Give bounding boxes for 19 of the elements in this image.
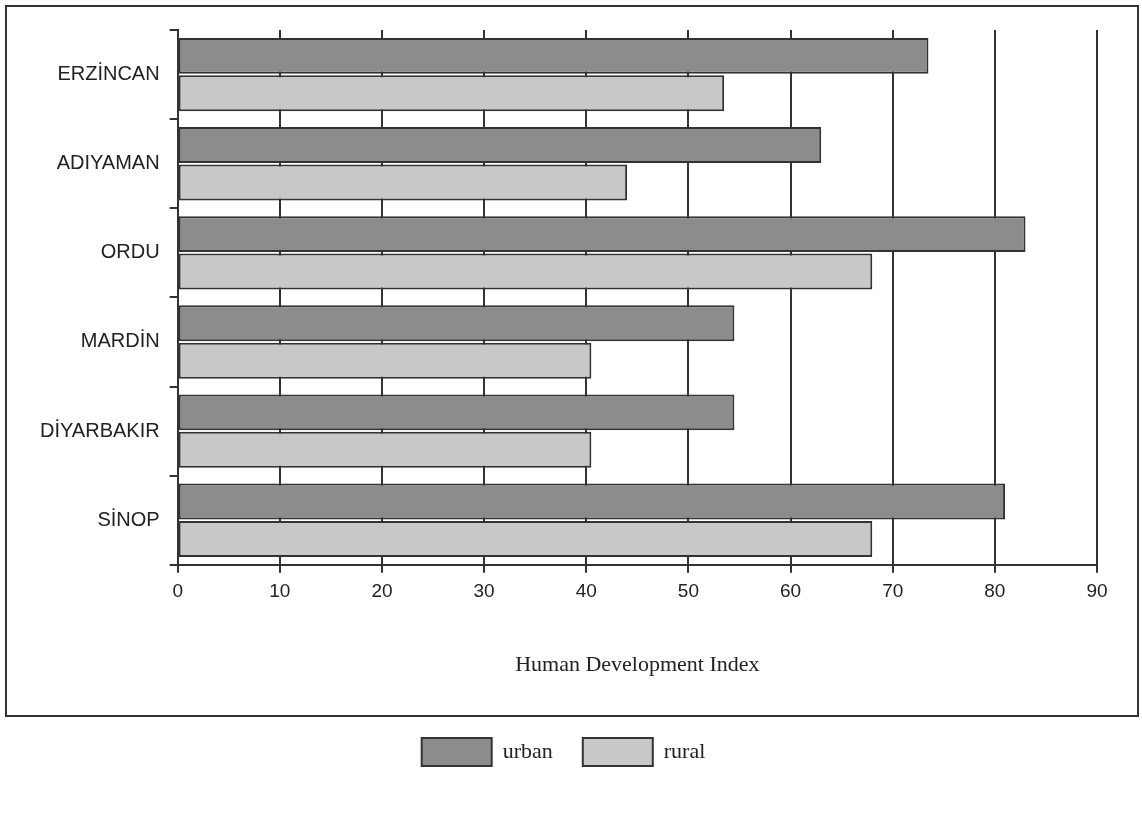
legend-label: urban [502,737,553,763]
y-tick-label: MARDİN [80,329,160,352]
y-tick-label: ERZİNCAN [57,62,160,85]
legend-label: rural [663,737,706,763]
y-tick-label: DİYARBAKIR [39,418,160,441]
x-tick-label: 90 [1086,580,1108,602]
x-tick-label: 30 [473,580,495,602]
x-axis-title: Human Development Index [515,650,760,676]
x-tick-label: 10 [269,580,291,602]
y-tick-label: ORDU [100,240,160,263]
x-tick-label: 40 [575,580,597,602]
x-tick-label: 70 [882,580,904,602]
x-tick-label: 0 [172,580,183,602]
y-tick-label: SİNOP [97,507,160,530]
x-tick-label: 80 [984,580,1006,602]
x-tick-label: 20 [371,580,393,602]
x-tick-label: 60 [779,580,802,602]
x-tick-label: 50 [677,580,699,602]
y-tick-label: ADIYAMAN [56,151,160,174]
